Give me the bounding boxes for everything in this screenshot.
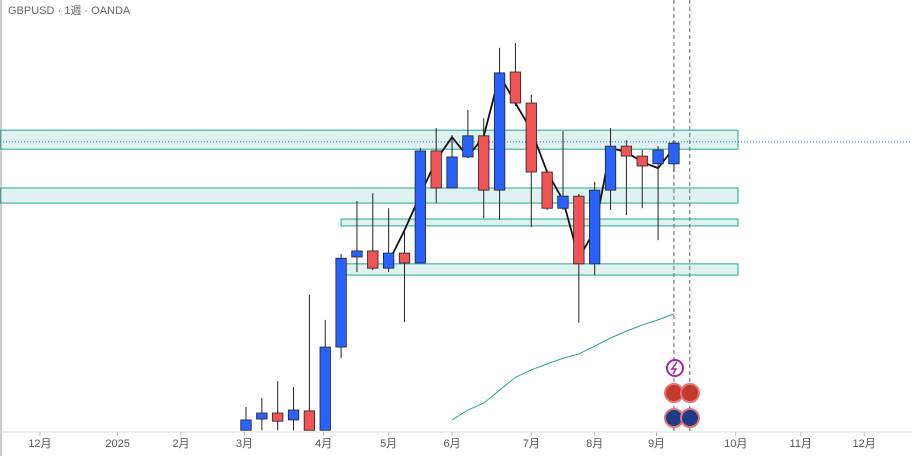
candle-body xyxy=(604,145,617,191)
chart-title: GBPUSD · 1週 · OANDA xyxy=(8,4,131,17)
candle-body xyxy=(620,145,633,157)
candle-body xyxy=(240,419,252,431)
flag-icon xyxy=(680,408,700,428)
x-tick-label: 10月 xyxy=(724,438,747,450)
candle-body xyxy=(414,150,426,264)
candle-body xyxy=(287,409,300,421)
candle-body xyxy=(541,171,553,209)
candle-body xyxy=(256,412,268,420)
candle-body xyxy=(509,71,522,104)
x-tick-label: 8月 xyxy=(586,438,603,450)
x-tick-label: 3月 xyxy=(236,438,253,450)
x-tick-label: 4月 xyxy=(315,438,332,450)
candle-body xyxy=(589,189,601,265)
x-tick-label: 12月 xyxy=(853,438,876,450)
candle-body xyxy=(272,412,284,422)
zone xyxy=(0,187,739,204)
x-tick-label: 12月 xyxy=(28,438,51,450)
zone xyxy=(340,218,739,227)
x-tick-label: 6月 xyxy=(443,438,460,450)
candle-body xyxy=(636,155,648,167)
candle-body xyxy=(557,195,569,209)
candle-body xyxy=(430,150,442,189)
event-icons xyxy=(664,359,700,428)
candle-body xyxy=(525,102,537,173)
candle-body xyxy=(652,149,664,165)
zone xyxy=(340,263,739,276)
candle-body xyxy=(303,410,316,431)
candle-body xyxy=(398,252,411,264)
candle-body xyxy=(668,142,680,165)
x-tick-label: 2025 xyxy=(105,438,129,450)
candle-body xyxy=(478,135,490,191)
x-tick-label: 9月 xyxy=(648,438,665,450)
candle-body xyxy=(351,250,363,258)
x-tick-label: 2月 xyxy=(172,438,189,450)
candle-body xyxy=(383,252,395,269)
x-tick-label: 11月 xyxy=(790,438,812,450)
x-tick-label: 5月 xyxy=(380,438,397,450)
candle-body xyxy=(319,346,331,431)
candle-body xyxy=(493,72,506,191)
candle-body xyxy=(367,250,379,269)
event-icon xyxy=(666,359,684,377)
zone xyxy=(0,129,739,150)
candle-body xyxy=(446,156,458,189)
event-icon xyxy=(670,361,678,375)
candle-body xyxy=(462,135,474,158)
x-tick-label: 7月 xyxy=(523,438,540,450)
overlay-line xyxy=(451,313,675,421)
candle-body xyxy=(335,257,347,348)
flag-icon xyxy=(680,383,700,403)
candle-body xyxy=(573,195,585,265)
